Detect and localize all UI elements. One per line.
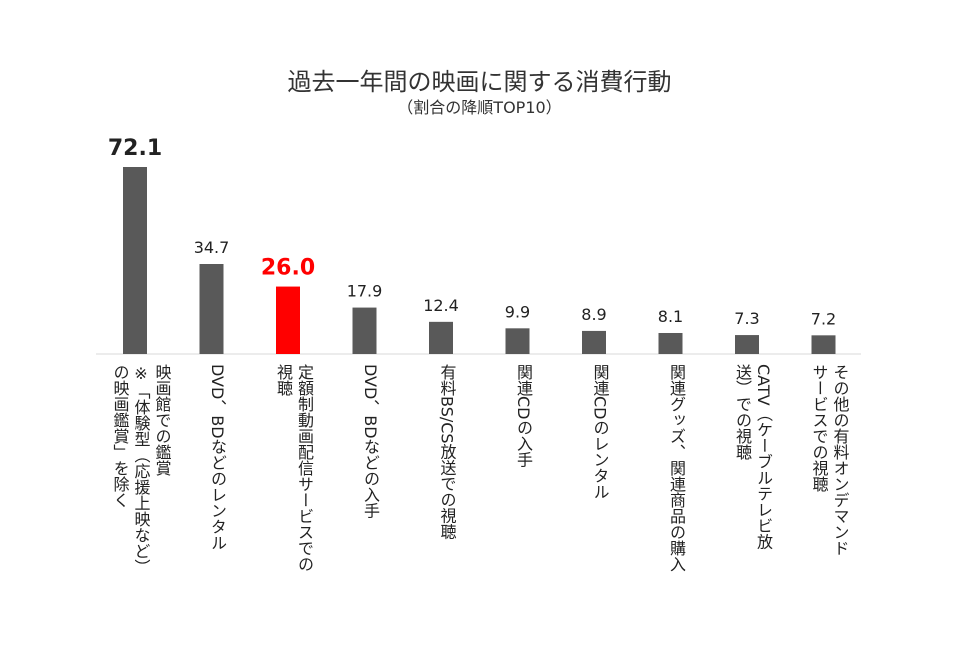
bar-5: [429, 321, 453, 354]
category-label-5: 有料BS/CS放送での視聴: [437, 364, 457, 540]
category-label-7: 関連CDのレンタル: [590, 364, 610, 500]
bar-6: [505, 328, 530, 354]
category-label-3: 定額制動画配信サービスでの 視聴: [274, 364, 314, 572]
data-label-1: 72.1: [108, 136, 162, 161]
data-label-5: 12.4: [423, 296, 459, 315]
data-label-9: 7.3: [734, 309, 759, 328]
bar-2: [199, 264, 224, 354]
data-label-3: 26.0: [261, 256, 315, 281]
chart-subtitle: （割合の降順TOP10）: [397, 98, 562, 117]
bar-4: [352, 307, 377, 354]
category-label-6: 関連CDの入手: [514, 364, 533, 468]
category-label-4: DVD、BDなどの入手: [361, 364, 380, 519]
data-label-8: 8.1: [658, 307, 683, 326]
category-label-9: CATV（ケーブルテレビ放 送）での視聴: [733, 364, 773, 550]
category-label-1: 映画館での鑑賞 ※「体験型（応援上映など） の映画鑑賞」を除く: [110, 364, 172, 575]
bar-1: [123, 167, 147, 354]
bar-9: [735, 335, 759, 354]
data-label-2: 34.7: [194, 238, 230, 257]
category-label-10: その他の有料オンデマンド サービスでの視聴: [809, 364, 850, 556]
bar-7: [582, 330, 606, 354]
bar-8: [658, 332, 683, 354]
category-label-2: DVD、BDなどのレンタル: [208, 364, 227, 551]
chart-title: 過去一年間の映画に関する消費行動: [287, 68, 672, 96]
data-label-10: 7.2: [811, 309, 836, 328]
bar-3: [276, 286, 300, 354]
category-label-8: 関連グッズ、関連商品の購入: [667, 364, 686, 572]
data-label-6: 9.9: [505, 302, 530, 321]
bar-10: [811, 335, 836, 354]
data-label-7: 8.9: [581, 305, 606, 324]
data-label-4: 17.9: [347, 282, 383, 301]
